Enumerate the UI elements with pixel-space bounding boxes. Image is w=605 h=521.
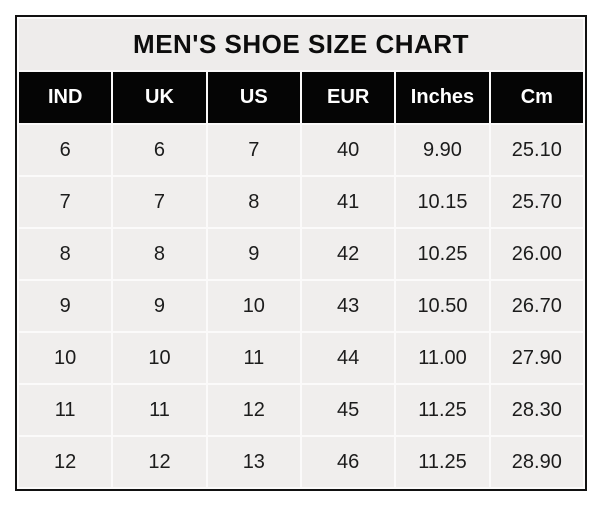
column-header-ind: IND xyxy=(19,72,112,123)
table-cell: 45 xyxy=(301,385,395,435)
table-cell: 9 xyxy=(19,281,112,331)
table-cell: 11 xyxy=(19,385,112,435)
table-cell: 10.50 xyxy=(396,281,489,331)
table-cell: 10 xyxy=(113,333,206,383)
table-cell: 25.10 xyxy=(490,125,583,175)
table-cell: 8 xyxy=(19,229,112,279)
table-cell: 41 xyxy=(301,177,395,227)
table-cell: 10.15 xyxy=(396,177,489,227)
chart-title: MEN'S SHOE SIZE CHART xyxy=(19,19,583,70)
table-cell: 43 xyxy=(301,281,395,331)
table-cell: 12 xyxy=(19,437,112,487)
table-cell: 12 xyxy=(207,385,300,435)
column-header-uk: UK xyxy=(113,72,206,123)
table-row: 11 11 12 45 11.25 28.30 xyxy=(19,385,583,435)
table-cell: 27.90 xyxy=(490,333,583,383)
header-row: IND UK US EUR Inches Cm xyxy=(19,72,583,123)
shoe-size-chart-table: MEN'S SHOE SIZE CHART IND UK US EUR Inches Cm… xyxy=(15,15,587,491)
table-row: 10 10 11 44 11.00 27.90 xyxy=(19,333,583,383)
table-cell: 44 xyxy=(301,333,395,383)
column-header-cm: Cm xyxy=(490,72,583,123)
table-row: 8 8 9 42 10.25 26.00 xyxy=(19,229,583,279)
table-head: MEN'S SHOE SIZE CHART IND UK US EUR Inches Cm xyxy=(19,19,583,123)
table-cell: 28.90 xyxy=(490,437,583,487)
table-cell: 26.70 xyxy=(490,281,583,331)
table-row: 9 9 10 43 10.50 26.70 xyxy=(19,281,583,331)
table-cell: 7 xyxy=(207,125,300,175)
table-cell: 8 xyxy=(207,177,300,227)
column-header-eur: EUR xyxy=(301,72,395,123)
title-row: MEN'S SHOE SIZE CHART xyxy=(19,19,583,70)
table-cell: 46 xyxy=(301,437,395,487)
table-cell: 25.70 xyxy=(490,177,583,227)
table-cell: 11.25 xyxy=(396,385,489,435)
table-row: 12 12 13 46 11.25 28.90 xyxy=(19,437,583,487)
table-cell: 10 xyxy=(19,333,112,383)
table-cell: 28.30 xyxy=(490,385,583,435)
table-cell: 8 xyxy=(113,229,206,279)
table-cell: 6 xyxy=(113,125,206,175)
table-cell: 9 xyxy=(113,281,206,331)
table-cell: 12 xyxy=(113,437,206,487)
table-cell: 10 xyxy=(207,281,300,331)
column-header-us: US xyxy=(207,72,300,123)
table-row: 7 7 8 41 10.15 25.70 xyxy=(19,177,583,227)
column-header-inches: Inches xyxy=(396,72,489,123)
table-cell: 10.25 xyxy=(396,229,489,279)
table-cell: 7 xyxy=(19,177,112,227)
table-cell: 13 xyxy=(207,437,300,487)
table-cell: 7 xyxy=(113,177,206,227)
table-cell: 11 xyxy=(207,333,300,383)
table-cell: 11.00 xyxy=(396,333,489,383)
table-cell: 42 xyxy=(301,229,395,279)
table-cell: 11 xyxy=(113,385,206,435)
table-row: 6 6 7 40 9.90 25.10 xyxy=(19,125,583,175)
table-cell: 40 xyxy=(301,125,395,175)
table-body: 6 6 7 40 9.90 25.10 7 7 8 41 10.15 25.70 8 8 9 42 10.25 2… xyxy=(19,125,583,487)
table-cell: 9.90 xyxy=(396,125,489,175)
table-cell: 26.00 xyxy=(490,229,583,279)
table-cell: 9 xyxy=(207,229,300,279)
table-cell: 11.25 xyxy=(396,437,489,487)
table-cell: 6 xyxy=(19,125,112,175)
